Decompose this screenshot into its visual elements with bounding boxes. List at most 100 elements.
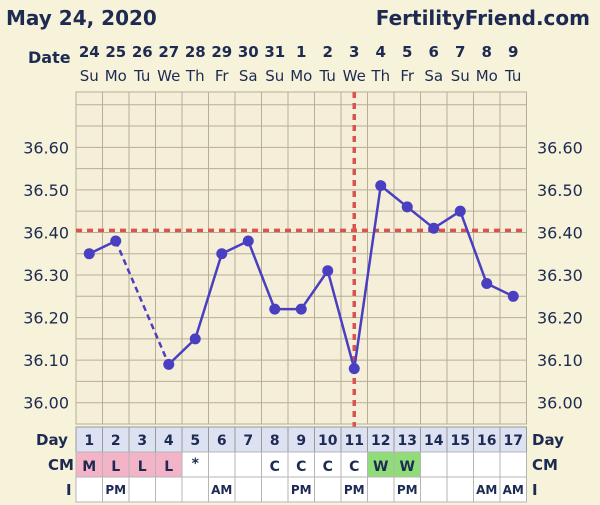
weekday-label: Th (370, 67, 390, 85)
date-number: 29 (211, 43, 232, 61)
temp-line-segment (326, 270, 356, 369)
intercourse-cell (499, 476, 527, 503)
weekday-label: Mo (476, 67, 498, 85)
cm-value: L (111, 459, 120, 475)
row-label-day-right: Day (532, 431, 564, 449)
cycle-day-number: 11 (345, 433, 364, 449)
temp-point (428, 222, 440, 234)
temp-line-segment (353, 185, 382, 369)
day-cell (102, 426, 130, 453)
cm-value: W (373, 459, 388, 475)
intercourse-value: AM (211, 483, 232, 497)
chart-date: May 24, 2020 (6, 6, 157, 30)
site-name: FertilityFriend.com (376, 6, 590, 30)
cm-value: L (164, 459, 173, 475)
cycle-day-number: 2 (111, 433, 121, 449)
weekday-label: Th (185, 67, 205, 85)
temp-line-segment (459, 210, 488, 284)
weekday-label: Tu (319, 67, 336, 85)
y-tick-right: 36.60 (537, 138, 583, 157)
cycle-day-number: 17 (504, 433, 523, 449)
temp-point (375, 180, 387, 192)
intercourse-value: PM (105, 483, 126, 497)
date-number: 31 (264, 43, 285, 61)
date-number: 3 (349, 43, 359, 61)
cycle-day-number: 8 (270, 433, 280, 449)
day-cell (340, 426, 368, 453)
cycle-day-number: 14 (424, 433, 444, 449)
intercourse-value: AM (476, 483, 497, 497)
intercourse-cell (102, 476, 130, 503)
temp-point (454, 205, 466, 217)
weekday-label: Fr (215, 67, 230, 85)
intercourse-cell (181, 476, 209, 503)
intercourse-cell (446, 476, 474, 503)
cm-cell (208, 451, 236, 478)
date-number: 7 (455, 43, 465, 61)
temp-line-segment (300, 270, 329, 310)
cm-value: W (400, 459, 415, 475)
temp-point (348, 363, 360, 375)
intercourse-cell (314, 476, 342, 503)
y-tick-left: 36.50 (23, 181, 69, 200)
date-number: 4 (376, 43, 386, 61)
intercourse-value: PM (397, 483, 418, 497)
cm-cell (473, 451, 501, 478)
cm-cell (234, 451, 262, 478)
temp-point (481, 278, 493, 290)
y-tick-left: 36.40 (23, 223, 69, 242)
temp-point (110, 235, 122, 247)
weekday-label: Mo (105, 67, 127, 85)
y-tick-left: 36.10 (23, 351, 69, 370)
cycle-day-number: 3 (137, 433, 147, 449)
intercourse-cell (261, 476, 289, 503)
date-number: 6 (429, 43, 439, 61)
date-number: 9 (508, 43, 518, 61)
weekday-label: Sa (239, 67, 258, 85)
date-row-label: Date (28, 48, 71, 67)
date-number: 5 (402, 43, 412, 61)
y-tick-left: 36.30 (23, 266, 69, 285)
cm-cell (446, 451, 474, 478)
cm-cell (499, 451, 527, 478)
temp-point (401, 201, 413, 213)
cycle-day-number: 6 (217, 433, 227, 449)
intercourse-value: PM (344, 483, 365, 497)
cm-cell (287, 451, 315, 478)
y-tick-right: 36.20 (537, 309, 583, 328)
cycle-day-number: 9 (296, 433, 306, 449)
weekday-label: Su (451, 67, 470, 85)
cm-value: C (270, 459, 280, 475)
temp-line-segment (167, 337, 197, 366)
weekday-label: Tu (504, 67, 521, 85)
row-label-i-right: I (532, 481, 538, 499)
date-number: 30 (238, 43, 259, 61)
cm-cell (420, 451, 448, 478)
intercourse-value: PM (291, 483, 312, 497)
cm-value: C (296, 459, 306, 475)
y-tick-left: 36.00 (23, 394, 69, 413)
day-cell (499, 426, 527, 453)
cm-value: C (323, 459, 333, 475)
temp-line-gap (114, 240, 170, 365)
temp-point (83, 248, 95, 260)
cm-value: C (349, 459, 359, 475)
cycle-day-number: 1 (84, 433, 94, 449)
date-number: 24 (79, 43, 100, 61)
cycle-day-number: 5 (190, 433, 200, 449)
date-number: 1 (296, 43, 306, 61)
temp-point (269, 303, 281, 315)
temp-line-segment (247, 240, 276, 310)
intercourse-cell (420, 476, 448, 503)
day-cell (128, 426, 156, 453)
cycle-day-number: 7 (243, 433, 253, 449)
cm-cell (75, 451, 103, 478)
temp-point (242, 235, 254, 247)
cycle-day-number: 12 (371, 433, 390, 449)
weekday-label: Su (265, 67, 284, 85)
date-number: 25 (105, 43, 126, 61)
y-tick-right: 36.10 (537, 351, 583, 370)
row-label-day-left: Day (36, 431, 68, 449)
temp-point (295, 303, 307, 315)
